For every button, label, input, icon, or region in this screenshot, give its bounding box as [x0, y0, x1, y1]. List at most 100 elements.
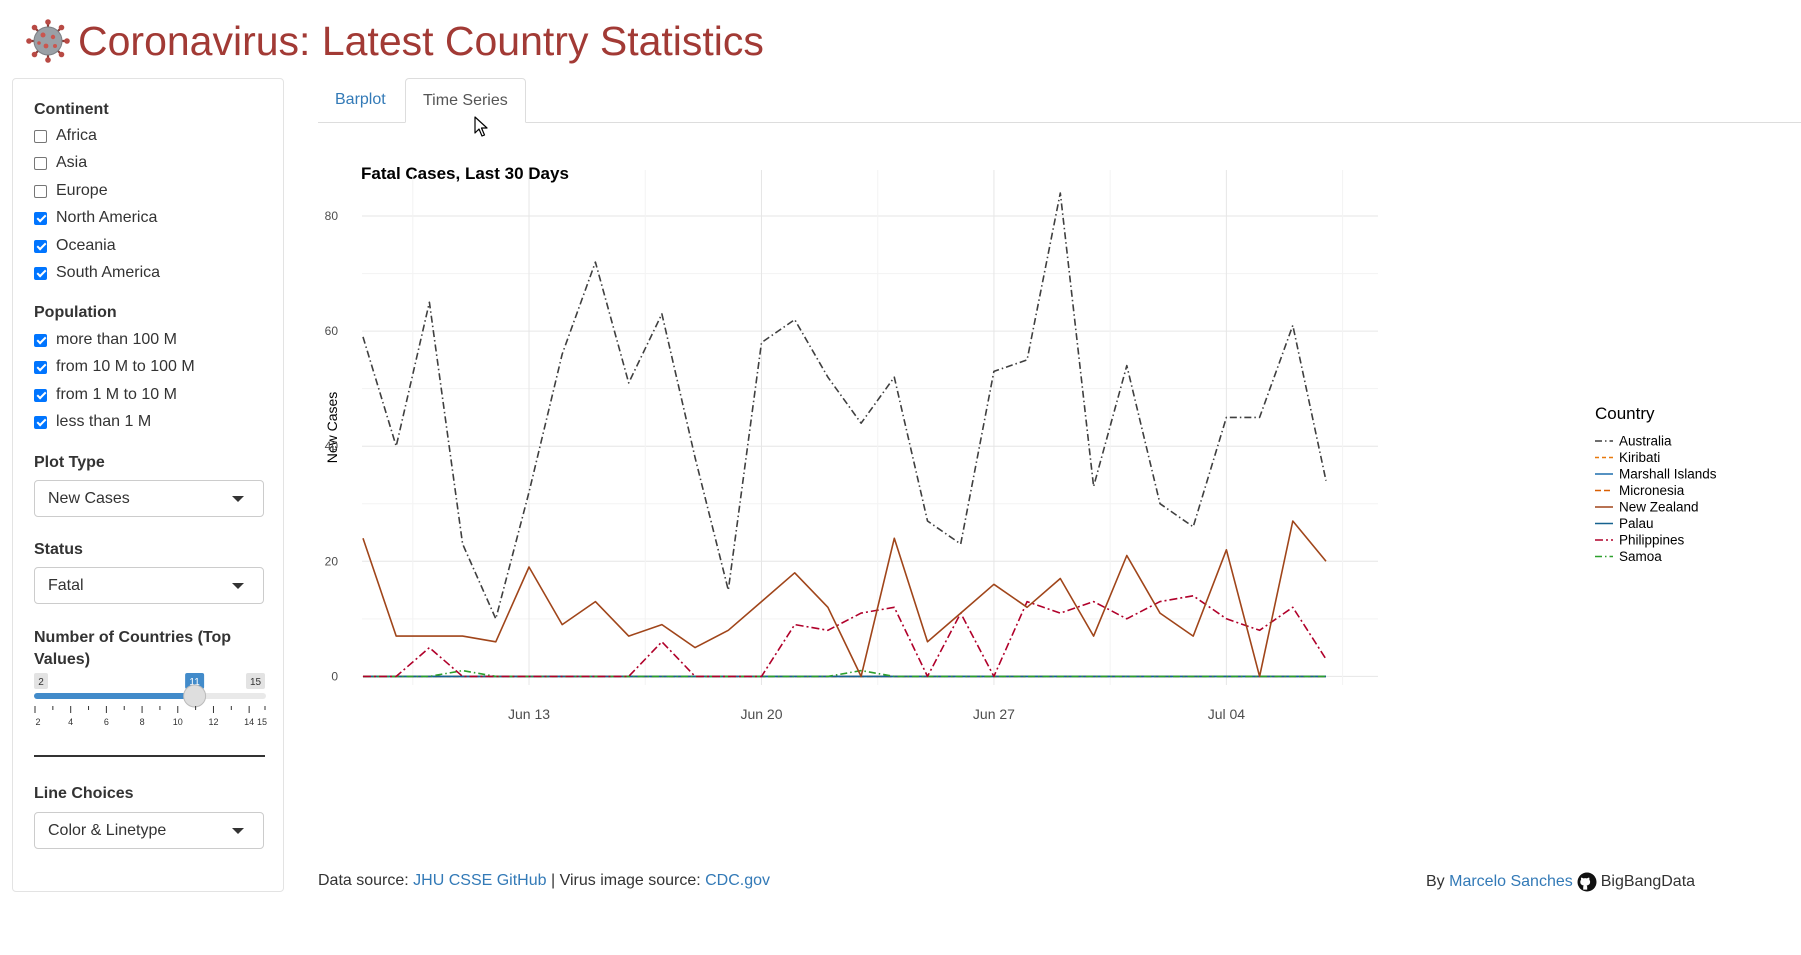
github-name[interactable]: BigBangData: [1600, 873, 1696, 890]
y-axis-label: New Cases: [324, 392, 340, 464]
num-countries-label: Number of Countries (Top Values): [34, 629, 232, 668]
checkbox-10m-100m[interactable]: [34, 360, 47, 374]
legend-label: New Zealand: [1619, 500, 1699, 515]
legend-label: Kiribati: [1619, 450, 1660, 465]
series-line-philippines: [363, 594, 1327, 678]
cdc-link[interactable]: CDC.gov: [705, 872, 771, 889]
plot-type-select[interactable]: New Cases: [34, 480, 264, 517]
legend-label: Marshall Islands: [1619, 467, 1717, 482]
slider-tick-label: 2: [35, 717, 40, 727]
population-option-1m-10m[interactable]: from 1 M to 10 M: [34, 386, 177, 404]
y-tick-label: 40: [325, 439, 339, 453]
slider-tick-label: 10: [173, 717, 183, 727]
checkbox-1m-10m[interactable]: [34, 388, 47, 402]
x-tick-label: Jul 04: [1208, 706, 1246, 722]
slider-ticks: 2 4 6 8 10 12 14 15: [34, 706, 267, 727]
x-tick-label: Jun 20: [740, 706, 782, 722]
slider-value-badge: [185, 673, 205, 689]
checkbox-asia[interactable]: [34, 156, 47, 170]
legend-label: Micronesia: [1619, 483, 1685, 498]
y-tick-labels: 0 20 40 60 80: [325, 209, 339, 683]
legend-label: Palau: [1619, 516, 1654, 531]
checkbox-label: Oceania: [56, 237, 116, 254]
sidebar-panel: Continent Africa Asia Europe North Ameri…: [12, 78, 284, 892]
num-countries-slider[interactable]: 2 15 11 2 4 6 8 10 12 14 15: [34, 673, 268, 733]
y-tick-label: 0: [331, 669, 338, 683]
series-line-australia: [362, 192, 1327, 620]
jhu-github-link[interactable]: JHU CSSE GitHub: [413, 872, 547, 889]
tab-barplot[interactable]: Barplot: [335, 91, 386, 108]
y-tick-label: 20: [325, 554, 339, 568]
image-source-prefix: | Virus image source:: [546, 872, 706, 889]
checkbox-label: from 1 M to 10 M: [56, 386, 177, 403]
author-link[interactable]: Marcelo Sanches: [1449, 873, 1573, 890]
status-value: Fatal: [48, 576, 84, 594]
app-header: Coronavirus: Latest Country Statistics: [26, 14, 764, 68]
checkbox-africa[interactable]: [34, 129, 47, 143]
sidebar-divider: [34, 755, 265, 757]
slider-tick-label: 6: [104, 717, 109, 727]
plot-type-label: Plot Type: [34, 454, 105, 471]
x-tick-labels: Jun 13 Jun 20 Jun 27 Jul 04: [508, 706, 1245, 722]
virus-icon: [26, 19, 70, 63]
series-line-samoa: [363, 669, 1326, 678]
checkbox-south-america[interactable]: [34, 266, 47, 280]
x-tick-label: Jun 27: [973, 706, 1015, 722]
grid-layer: [362, 170, 1378, 685]
line-choices-select[interactable]: Color & Linetype: [34, 812, 264, 849]
y-tick-label: 60: [325, 324, 339, 338]
checkbox-oceania[interactable]: [34, 239, 47, 253]
population-option-under-1m[interactable]: less than 1 M: [34, 413, 151, 431]
plot-type-value: New Cases: [48, 489, 130, 507]
app-title: Coronavirus: Latest Country Statistics: [78, 17, 764, 64]
continent-option-africa[interactable]: Africa: [34, 127, 97, 145]
y-tick-label: 80: [325, 209, 339, 223]
continent-option-asia[interactable]: Asia: [34, 154, 87, 172]
continent-option-south-america[interactable]: South America: [34, 264, 160, 282]
x-tick-label: Jun 13: [508, 706, 550, 722]
checkbox-over-100m[interactable]: [34, 333, 47, 347]
tab-time-series[interactable]: Time Series: [405, 78, 526, 123]
legend-label: Australia: [1619, 434, 1672, 449]
checkbox-europe[interactable]: [34, 184, 47, 198]
checkbox-label: Asia: [56, 154, 88, 171]
slider-tick-label: 4: [68, 717, 73, 727]
slider-tick-label: 15: [257, 717, 267, 727]
legend-label: Samoa: [1619, 549, 1662, 564]
population-option-10m-100m[interactable]: from 10 M to 100 M: [34, 358, 195, 376]
continent-option-europe[interactable]: Europe: [34, 182, 108, 200]
population-option-over-100m[interactable]: more than 100 M: [34, 331, 177, 349]
slider-tick-label: 8: [140, 717, 145, 727]
slider-tick-label: 14: [244, 717, 254, 727]
slider-value-label: 11: [189, 677, 200, 688]
checkbox-label: North America: [56, 209, 158, 226]
continent-option-north-america[interactable]: North America: [34, 209, 157, 227]
line-choices-value: Color & Linetype: [48, 821, 167, 839]
chevron-down-icon: [232, 828, 244, 834]
continent-option-oceania[interactable]: Oceania: [34, 237, 116, 255]
continent-label: Continent: [34, 101, 109, 118]
by-prefix: By: [1426, 873, 1450, 890]
chart-title: Fatal Cases, Last 30 Days: [361, 164, 569, 183]
series-line-new-zealand: [362, 520, 1327, 678]
time-series-chart: Fatal Cases, Last 30 Days New Cases 0 20 4…: [324, 164, 1717, 722]
tab-bar: Barplot Time Series: [318, 78, 1801, 123]
checkbox-label: Europe: [56, 182, 108, 199]
checkbox-under-1m[interactable]: [34, 415, 47, 429]
mouse-cursor-icon: [474, 116, 488, 137]
data-source-prefix: Data source:: [318, 872, 414, 889]
status-select[interactable]: Fatal: [34, 567, 264, 604]
checkbox-label: Africa: [56, 127, 97, 144]
github-icon[interactable]: [1577, 872, 1597, 892]
checkbox-label: more than 100 M: [56, 331, 177, 348]
status-label: Status: [34, 541, 83, 558]
checkbox-label: from 10 M to 100 M: [56, 358, 195, 375]
line-choices-label: Line Choices: [34, 785, 134, 802]
checkbox-north-america[interactable]: [34, 211, 47, 225]
slider-handle[interactable]: [183, 684, 207, 708]
legend-label: Philippines: [1619, 533, 1685, 548]
legend-title: Country: [1595, 404, 1655, 423]
chevron-down-icon: [232, 496, 244, 502]
slider-tick-label: 12: [208, 717, 218, 727]
